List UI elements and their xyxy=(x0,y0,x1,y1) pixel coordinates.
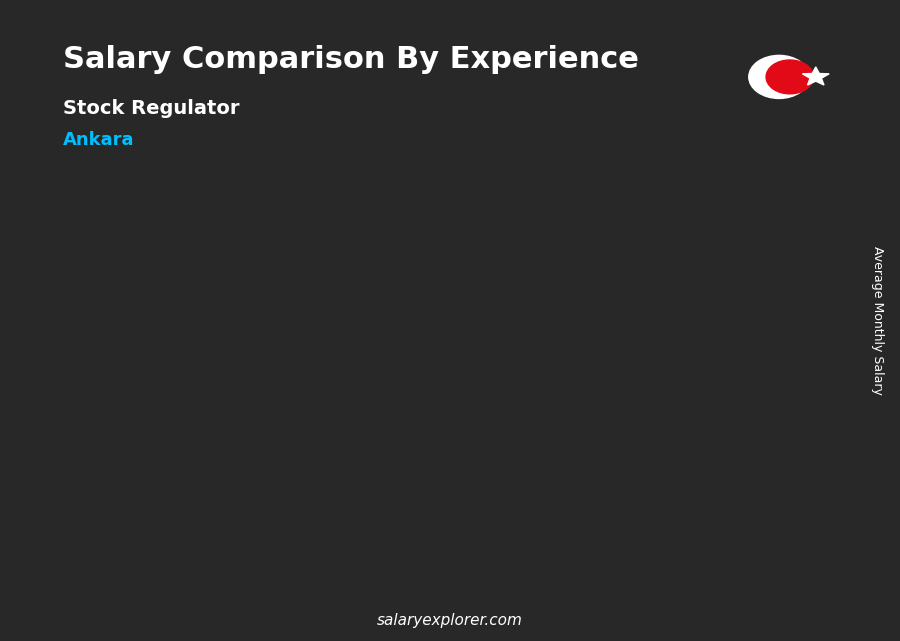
Text: 5,940 TRY: 5,940 TRY xyxy=(581,217,652,229)
Polygon shape xyxy=(406,315,410,564)
Polygon shape xyxy=(773,212,778,564)
Polygon shape xyxy=(528,256,533,564)
Circle shape xyxy=(766,60,814,94)
Bar xyxy=(583,234,651,564)
Circle shape xyxy=(749,55,809,99)
Bar xyxy=(461,256,528,564)
Bar xyxy=(338,315,406,564)
Text: 3,250 TRY: 3,250 TRY xyxy=(214,366,285,379)
Text: +7%: +7% xyxy=(535,191,577,209)
Polygon shape xyxy=(803,67,829,85)
Text: +24%: +24% xyxy=(407,213,460,231)
Text: +38%: +38% xyxy=(284,272,338,290)
Text: Ankara: Ankara xyxy=(63,131,134,149)
Text: Salary Comparison By Experience: Salary Comparison By Experience xyxy=(63,45,639,74)
Text: +29%: +29% xyxy=(162,340,215,358)
Polygon shape xyxy=(161,424,166,564)
Text: 2,520 TRY: 2,520 TRY xyxy=(92,406,163,420)
Bar xyxy=(94,424,161,564)
Text: +7%: +7% xyxy=(657,169,699,187)
Text: 5,550 TRY: 5,550 TRY xyxy=(459,238,530,251)
Bar xyxy=(216,383,284,564)
Text: Average Monthly Salary: Average Monthly Salary xyxy=(871,246,884,395)
Bar xyxy=(706,212,773,564)
Polygon shape xyxy=(651,234,655,564)
Text: salaryexplorer.com: salaryexplorer.com xyxy=(377,613,523,628)
Text: 6,340 TRY: 6,340 TRY xyxy=(704,194,774,208)
Text: 4,480 TRY: 4,480 TRY xyxy=(337,298,408,311)
Text: Stock Regulator: Stock Regulator xyxy=(63,99,239,119)
Polygon shape xyxy=(284,383,288,564)
